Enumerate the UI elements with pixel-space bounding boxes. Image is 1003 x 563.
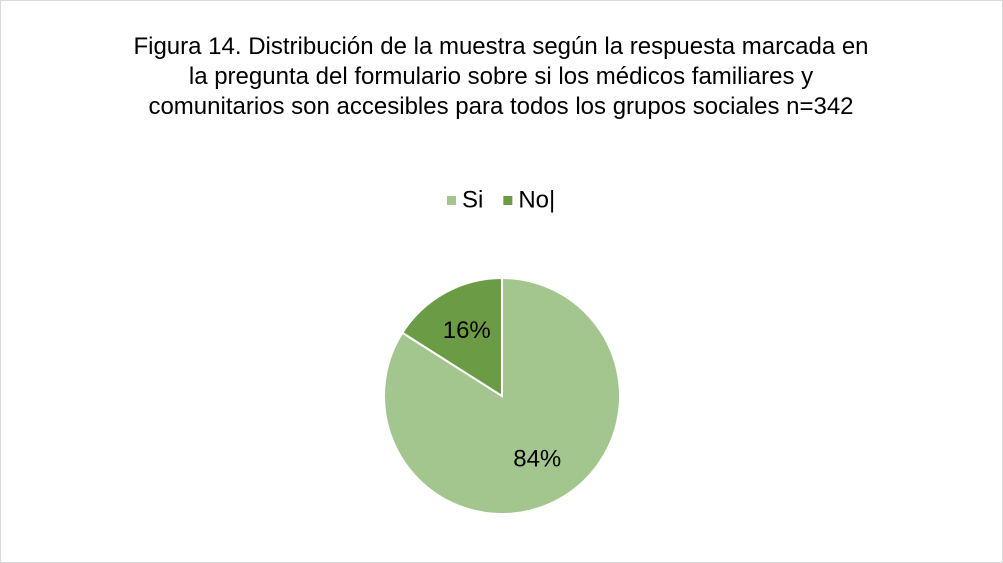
legend-swatch — [503, 196, 513, 205]
legend-swatch — [447, 196, 456, 205]
data-label: 16% — [443, 317, 491, 344]
legend-label: Si — [462, 186, 483, 213]
data-label: 84% — [513, 445, 561, 472]
chart-title: Figura 14. Distribución de la muestra se… — [133, 33, 869, 120]
legend-label: No| — [518, 186, 555, 213]
pie-slice — [400, 276, 503, 398]
